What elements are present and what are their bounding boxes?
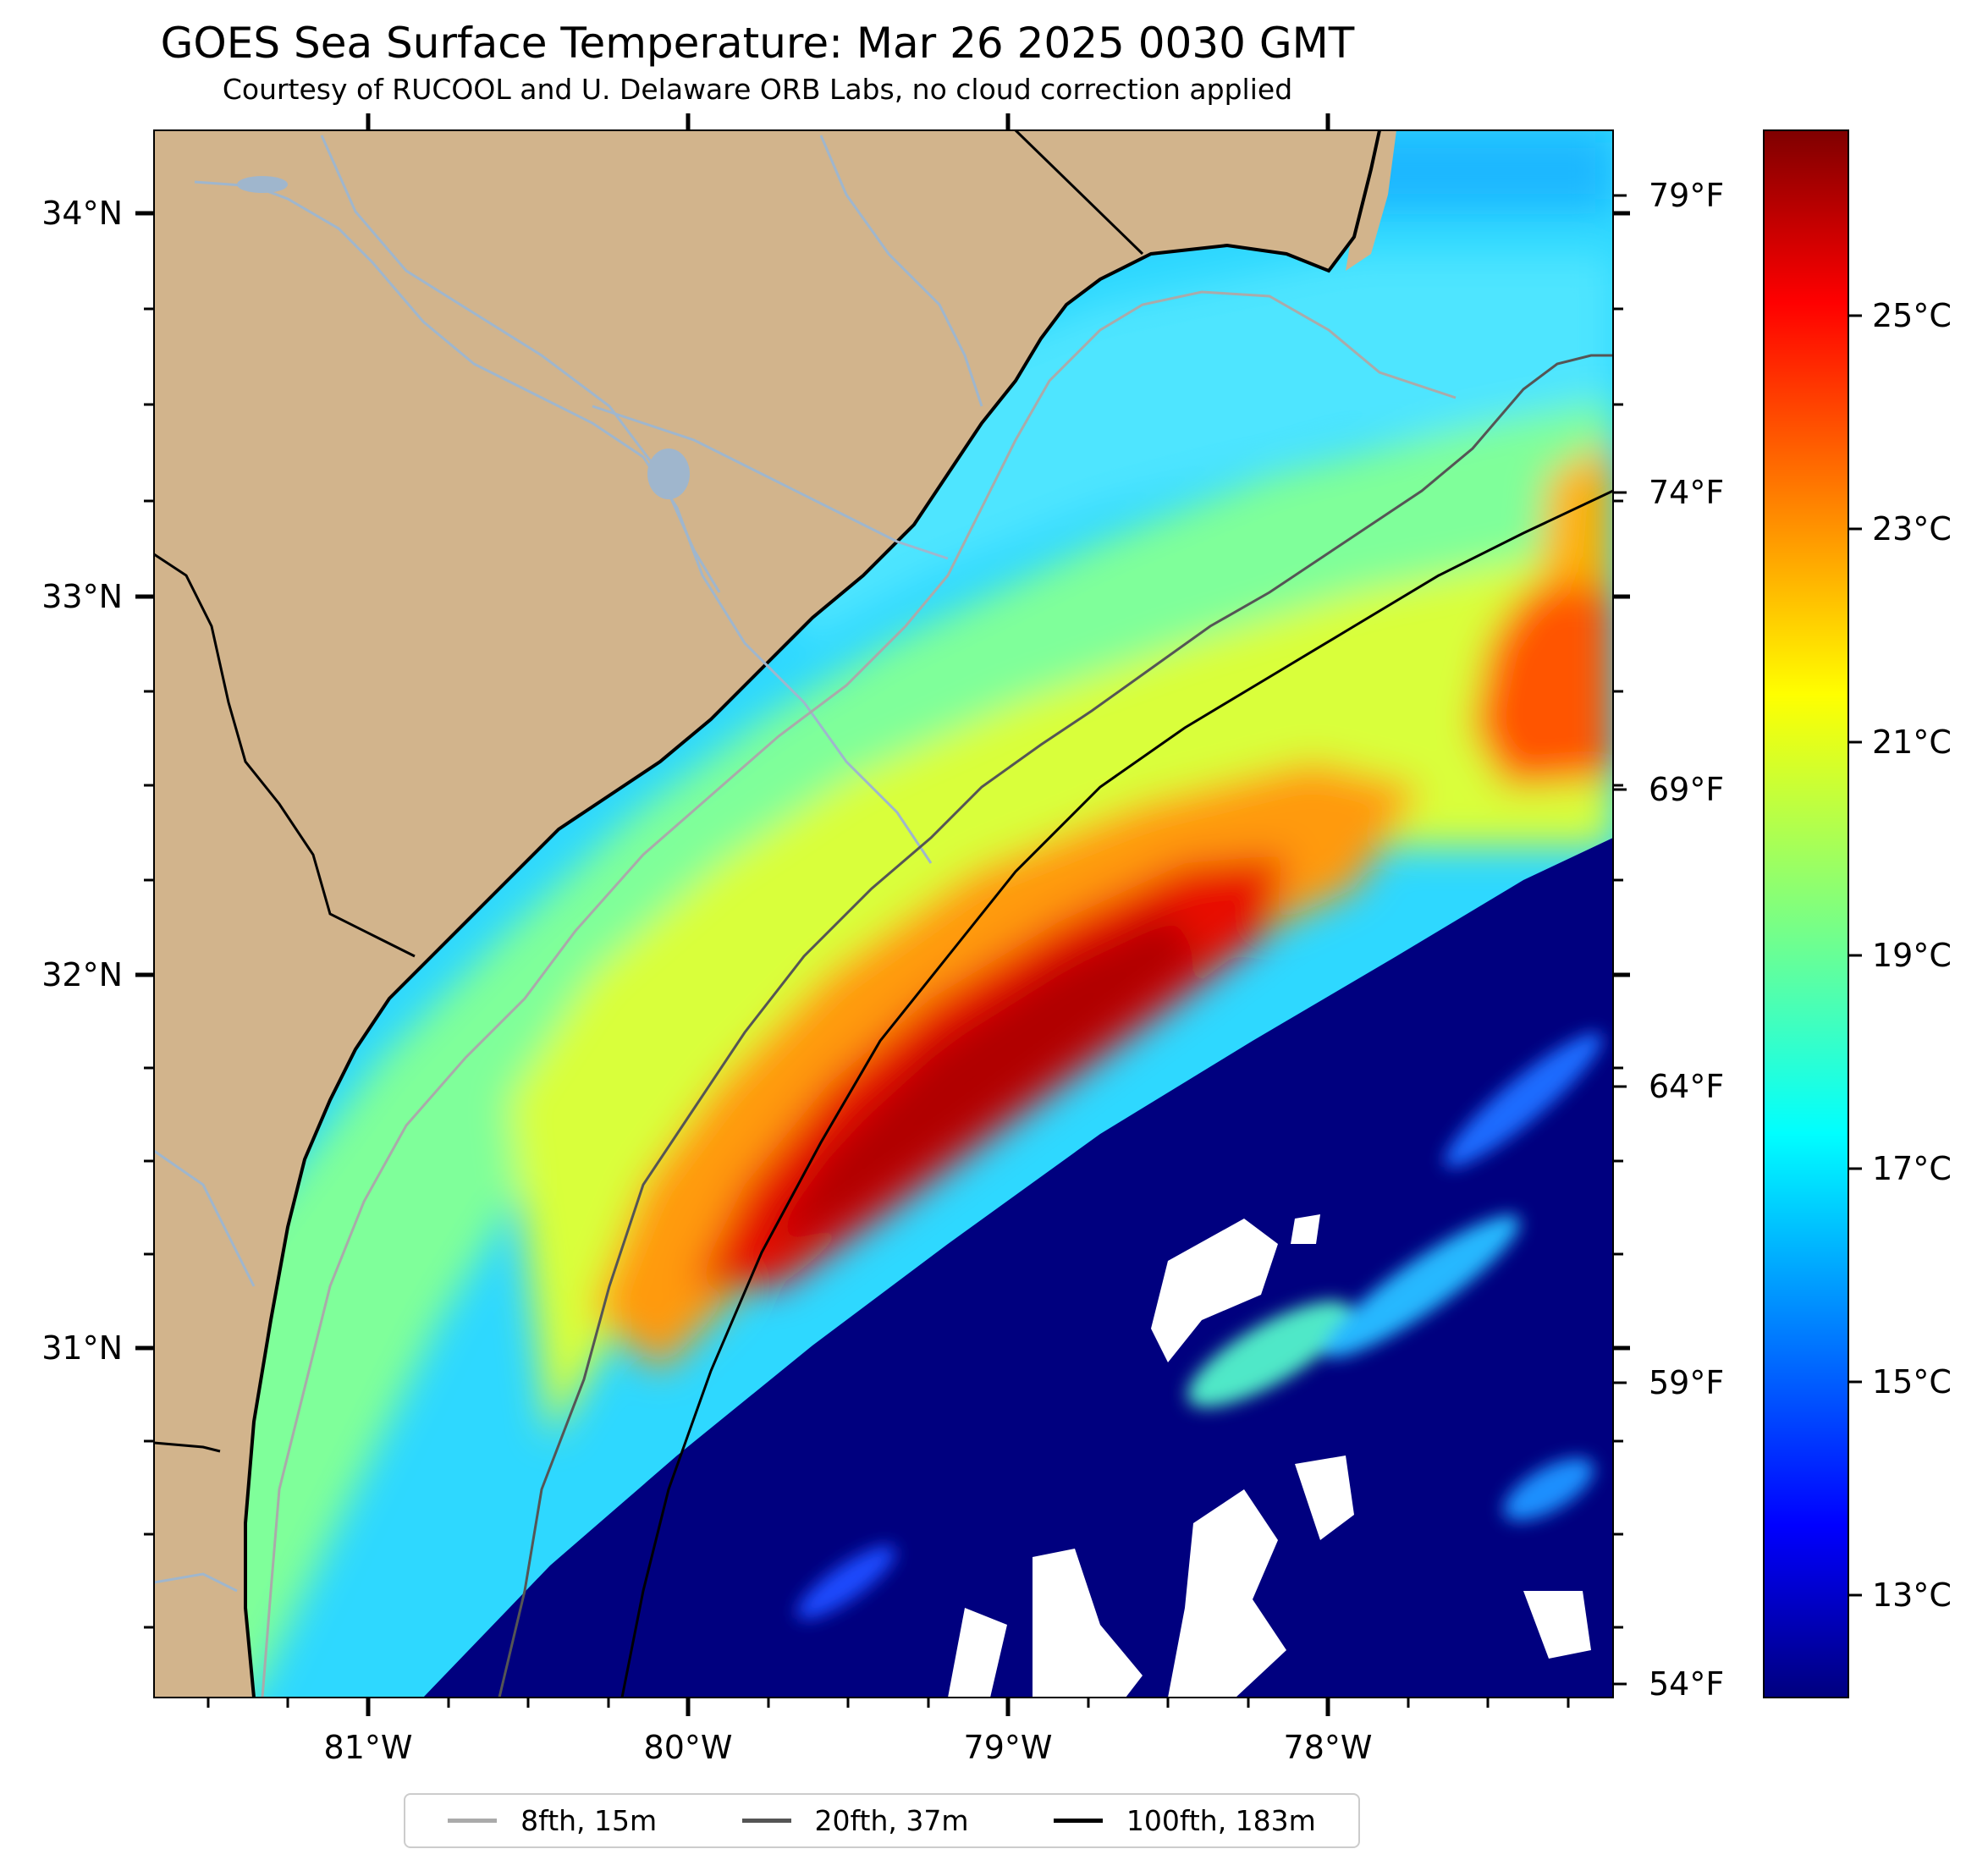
colorbar	[1763, 129, 1849, 1698]
legend-entry-20fth: 20fth, 37m	[741, 1804, 969, 1837]
map-subtitle: Courtesy of RUCOOL and U. Delaware ORB L…	[222, 73, 1293, 106]
cold-water-eddies	[796, 1032, 1603, 1620]
fahrenheit-ticks	[1613, 194, 1627, 1686]
lat-label-32n: 32°N	[41, 956, 123, 993]
c-label-21: 21°C	[1872, 724, 1952, 761]
c-label-25: 25°C	[1872, 297, 1952, 334]
rivers	[154, 135, 983, 1593]
lon-label-81w: 81°W	[324, 1729, 413, 1766]
longitude-major-ticks	[366, 113, 1330, 1716]
longitude-labels: 81°W 80°W 79°W 78°W	[324, 1729, 1373, 1766]
latitude-major-ticks	[135, 211, 1630, 1351]
f-label-74: 74°F	[1649, 474, 1724, 511]
lon-label-80w: 80°W	[644, 1729, 733, 1766]
fahrenheit-labels: 79°F 74°F 69°F 64°F 59°F 54°F	[1649, 177, 1724, 1703]
legend-entry-8fth: 8fth, 15m	[448, 1804, 657, 1837]
land-mass	[154, 130, 1379, 1698]
legend-label-100fth: 100fth, 183m	[1126, 1804, 1316, 1837]
c-label-13: 13°C	[1872, 1577, 1952, 1614]
legend-entry-100fth: 100fth, 183m	[1053, 1804, 1316, 1837]
map-title: GOES Sea Surface Temperature: Mar 26 202…	[160, 19, 1355, 68]
c-label-15: 15°C	[1872, 1363, 1952, 1400]
lon-label-78w: 78°W	[1284, 1729, 1373, 1766]
state-borders	[154, 130, 1144, 1453]
lat-label-34n: 34°N	[41, 195, 123, 232]
legend-label-20fth: 20fth, 37m	[814, 1804, 969, 1837]
colorbar-labels: 25°C 23°C 21°C 19°C 17°C 15°C 13°C	[1872, 297, 1952, 1614]
contour-20fth	[498, 354, 1613, 1698]
coastline	[244, 130, 1381, 1698]
legend-swatch-8fth	[448, 1819, 498, 1823]
legend-label-8fth: 8fth, 15m	[520, 1804, 658, 1837]
c-label-19: 19°C	[1872, 937, 1952, 974]
lon-label-79w: 79°W	[964, 1729, 1053, 1766]
legend-swatch-20fth	[741, 1819, 791, 1823]
lat-label-31n: 31°N	[41, 1329, 123, 1367]
no-data-patches	[948, 1214, 1591, 1698]
contour-8fth	[261, 290, 1457, 1698]
lat-label-33n: 33°N	[41, 578, 123, 615]
map-area	[154, 130, 1613, 1698]
map-frame	[153, 129, 1614, 1698]
latitude-labels: 34°N 33°N 32°N 31°N	[41, 195, 123, 1367]
minor-ticks	[144, 307, 1623, 1708]
legend-swatch-100fth	[1053, 1819, 1103, 1823]
f-label-64: 64°F	[1649, 1068, 1724, 1105]
f-label-69: 69°F	[1649, 771, 1724, 808]
f-label-59: 59°F	[1649, 1364, 1724, 1401]
contour-100fth	[620, 489, 1613, 1698]
contour-legend: 8fth, 15m 20fth, 37m 100fth, 183m	[404, 1793, 1360, 1848]
f-label-54: 54°F	[1649, 1665, 1724, 1703]
f-label-79: 79°F	[1649, 177, 1724, 214]
c-label-23: 23°C	[1872, 510, 1952, 548]
c-label-17: 17°C	[1872, 1150, 1952, 1187]
colorbar-ticks	[1848, 314, 1862, 1597]
